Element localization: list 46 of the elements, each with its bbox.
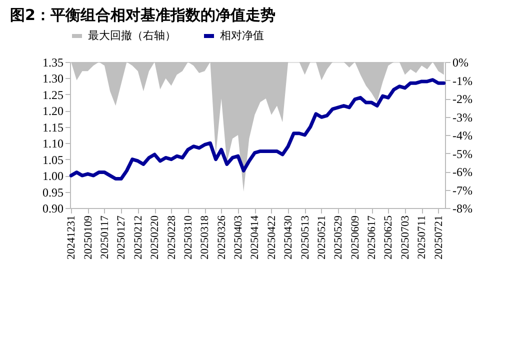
chart-title: 图2：平衡组合相对基准指数的净值走势 xyxy=(10,6,276,24)
y2-tick-label: -6% xyxy=(452,165,472,179)
y2-tick-label: -5% xyxy=(452,146,472,161)
y-tick-label: 1.15 xyxy=(42,120,64,134)
y-tick-label: 1.00 xyxy=(42,169,64,184)
y-tick-label: 0.95 xyxy=(42,185,64,200)
x-tick-label: 20250422 xyxy=(266,216,278,260)
y-tick-label: 1.30 xyxy=(42,72,64,86)
x-tick-label: 20250521 xyxy=(316,216,328,260)
y-tick-label: 1.20 xyxy=(42,104,64,118)
x-tick-label: 20250403 xyxy=(232,215,245,260)
y-tick-label: 1.05 xyxy=(42,152,64,167)
y-tick-label: 1.10 xyxy=(42,136,64,151)
x-tick-label: 20250310 xyxy=(182,215,194,260)
y2-tick-label: 0% xyxy=(452,56,468,70)
y2-tick-label: -4% xyxy=(452,128,472,142)
x-tick-label: 20250414 xyxy=(249,215,262,260)
x-tick-label: 20241231 xyxy=(66,216,78,260)
y-tick-label: 1.25 xyxy=(42,88,64,102)
y-tick-label: 1.35 xyxy=(42,56,64,70)
x-tick-label: 20250625 xyxy=(382,215,395,260)
x-tick-label: 20250318 xyxy=(199,215,212,260)
x-tick-label: 20250109 xyxy=(82,215,94,260)
x-tick-label: 20250127 xyxy=(116,215,128,260)
x-tick-label: 20250430 xyxy=(282,215,295,260)
y2-tick-label: -7% xyxy=(452,183,472,198)
y2-tick-label: -3% xyxy=(452,110,472,124)
x-tick-label: 20250529 xyxy=(332,215,345,260)
x-tick-label: 20250212 xyxy=(132,216,144,260)
x-tick-label: 20250617 xyxy=(366,215,378,260)
legend-label: 相对净值 xyxy=(220,29,264,42)
x-tick-label: 20250228 xyxy=(166,215,178,260)
x-tick-label: 20250513 xyxy=(299,215,312,260)
y2-tick-label: -1% xyxy=(452,74,472,88)
line-series xyxy=(69,78,446,181)
x-tick-label: 20250220 xyxy=(149,215,162,260)
legend-label: 最大回撤（右轴） xyxy=(88,29,176,42)
x-tick-label: 20250711 xyxy=(416,216,428,260)
x-tick-label: 20250326 xyxy=(216,215,228,260)
y-tick-label: 0.90 xyxy=(42,202,64,216)
y2-tick-label: -8% xyxy=(452,202,472,216)
x-tick-label: 20250117 xyxy=(98,215,111,260)
x-tick-label: 20250609 xyxy=(349,215,362,260)
x-tick-label: 20250721 xyxy=(432,216,445,260)
x-tick-label: 20250703 xyxy=(399,215,412,260)
y2-tick-label: -2% xyxy=(452,92,472,106)
